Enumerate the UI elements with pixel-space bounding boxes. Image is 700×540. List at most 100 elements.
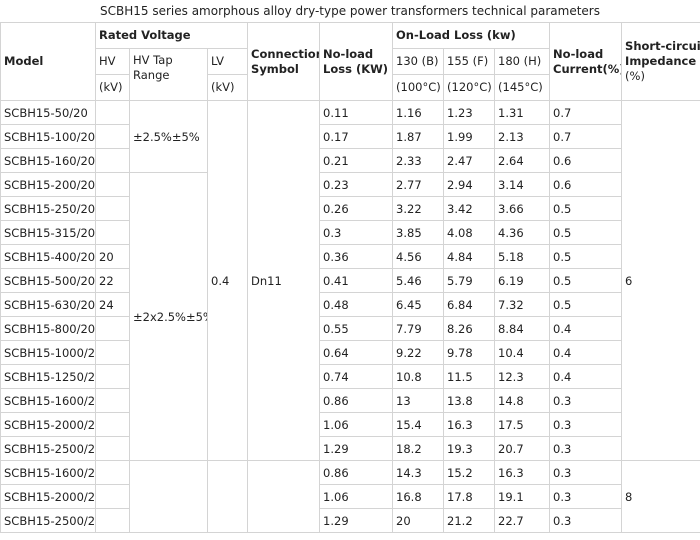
model-cell: SCBH15-2500/20 [0, 508, 96, 533]
model-cell: SCBH15-2000/20 [0, 484, 96, 509]
value-cell: 0.74 [319, 364, 394, 389]
value-cell: 0.5 [549, 244, 623, 269]
header-cell: (kV) [95, 74, 130, 101]
value-cell: 0.11 [319, 100, 394, 125]
header-cell: 180 (H) [494, 48, 551, 75]
value-cell: 3.22 [392, 196, 445, 221]
header-text: Short-circuit Impedance [625, 39, 700, 68]
value-cell: 0.3 [549, 460, 623, 485]
table-row: SCBH15-1600/20 0.86 13 13.8 14.8 0.3 [0, 388, 700, 413]
model-cell: SCBH15-160/20 [0, 148, 96, 173]
table-row: SCBH15-160/20 0.21 2.33 2.47 2.64 0.6 [0, 148, 700, 173]
value-cell: 1.87 [392, 124, 445, 149]
value-cell: 14.8 [494, 388, 551, 413]
value-cell: 0.6 [549, 148, 623, 173]
table-row: SCBH15-250/20 0.26 3.22 3.42 3.66 0.5 [0, 196, 700, 221]
value-cell: 0.7 [549, 124, 623, 149]
model-cell: SCBH15-630/20 [0, 292, 96, 317]
tap-range-cell: ±2x2.5%±5% [129, 172, 208, 461]
value-cell: 5.79 [443, 268, 496, 293]
value-cell: 3.14 [494, 172, 551, 197]
value-cell: 1.29 [319, 436, 394, 461]
value-cell: 0.3 [549, 388, 623, 413]
lv-cell: 0.4 [206, 100, 249, 461]
table-row: Model Rated Voltage Connection Symbol No-lo… [0, 22, 700, 101]
hv-cell [95, 388, 130, 413]
hv-cell [95, 340, 130, 365]
header-cell: HV [95, 48, 130, 75]
hv-cell [95, 100, 130, 125]
value-cell: 15.2 [443, 460, 496, 485]
header-cell: LV [206, 48, 249, 75]
value-cell: 9.78 [443, 340, 496, 365]
table-row: SCBH15-200/20 ±2x2.5%±5% 0.23 2.77 2.94 3.14 0… [0, 172, 700, 461]
value-cell: 0.26 [319, 196, 394, 221]
header-cell: No-load Current(%) [549, 22, 623, 101]
value-cell: 18.2 [392, 436, 445, 461]
table-row: SCBH15-315/20 0.3 3.85 4.08 4.36 0.5 [0, 220, 700, 245]
hv-cell [95, 316, 130, 341]
value-cell: 0.4 [549, 364, 623, 389]
value-cell: 13.8 [443, 388, 496, 413]
value-cell: 11.5 [443, 364, 496, 389]
value-cell: 1.06 [319, 412, 394, 437]
hv-cell [95, 508, 130, 533]
hv-cell [95, 220, 130, 245]
value-cell: 3.85 [392, 220, 445, 245]
value-cell: 4.84 [443, 244, 496, 269]
value-cell: 4.36 [494, 220, 551, 245]
value-cell: 17.8 [443, 484, 496, 509]
model-cell: SCBH15-1250/20 [0, 364, 96, 389]
value-cell: 17.5 [494, 412, 551, 437]
header-unit: (%) [625, 69, 645, 83]
table-row: SCBH15-2500/20 1.29 18.2 19.3 20.7 0.3 [0, 436, 700, 461]
value-cell: 0.3 [549, 484, 623, 509]
parameter-table: Model Rated Voltage Connection Symbol No-lo… [0, 22, 700, 533]
model-cell: SCBH15-500/20 [0, 268, 96, 293]
table-row: SCBH15-1000/20 0.64 9.22 9.78 10.4 0.4 [0, 340, 700, 365]
header-cell: No-load Loss (KW) [319, 22, 394, 101]
value-cell: 22.7 [494, 508, 551, 533]
header-cell: 155 (F) [443, 48, 496, 75]
value-cell: 0.7 [549, 100, 623, 125]
hv-cell [95, 172, 130, 197]
value-cell: 19.1 [494, 484, 551, 509]
model-cell: SCBH15-200/20 [0, 172, 96, 197]
value-cell: 1.16 [392, 100, 445, 125]
model-cell: SCBH15-2500/20 [0, 436, 96, 461]
value-cell: 2.94 [443, 172, 496, 197]
value-cell: 0.21 [319, 148, 394, 173]
value-cell: 2.64 [494, 148, 551, 173]
value-cell: 0.3 [549, 436, 623, 461]
value-cell: 1.23 [443, 100, 496, 125]
value-cell: 5.18 [494, 244, 551, 269]
value-cell: 15.4 [392, 412, 445, 437]
value-cell: 19.3 [443, 436, 496, 461]
value-cell: 0.4 [549, 316, 623, 341]
table-row: SCBH15-100/20 0.17 1.87 1.99 2.13 0.7 [0, 124, 700, 149]
value-cell: 21.2 [443, 508, 496, 533]
table-row: HV HV Tap Range LV 130 (B) 155 (F) 180 (H) [1, 48, 700, 101]
value-cell: 2.33 [392, 148, 445, 173]
value-cell: 13 [392, 388, 445, 413]
model-cell: SCBH15-100/20 [0, 124, 96, 149]
value-cell: 4.56 [392, 244, 445, 269]
header-cell: (100°C) [392, 74, 445, 101]
table-title: SCBH15 series amorphous alloy dry-type p… [100, 4, 600, 18]
value-cell: 5.46 [392, 268, 445, 293]
value-cell: 3.42 [443, 196, 496, 221]
value-cell: 4.08 [443, 220, 496, 245]
model-cell: SCBH15-400/20 [0, 244, 96, 269]
value-cell: 1.29 [319, 508, 394, 533]
value-cell: 7.79 [392, 316, 445, 341]
hv-cell [95, 484, 130, 509]
value-cell: 0.3 [549, 508, 623, 533]
value-cell: 1.31 [494, 100, 551, 125]
value-cell: 20 [392, 508, 445, 533]
header-cell: On-Load Loss (kw) [392, 22, 551, 49]
value-cell: 0.48 [319, 292, 394, 317]
value-cell: 0.5 [549, 268, 623, 293]
model-cell: SCBH15-1000/20 [0, 340, 96, 365]
model-cell: SCBH15-1600/20 [0, 388, 96, 413]
